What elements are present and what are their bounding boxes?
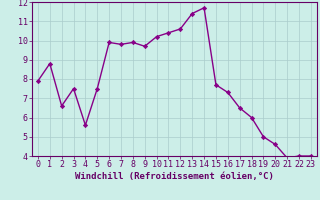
- X-axis label: Windchill (Refroidissement éolien,°C): Windchill (Refroidissement éolien,°C): [75, 172, 274, 181]
